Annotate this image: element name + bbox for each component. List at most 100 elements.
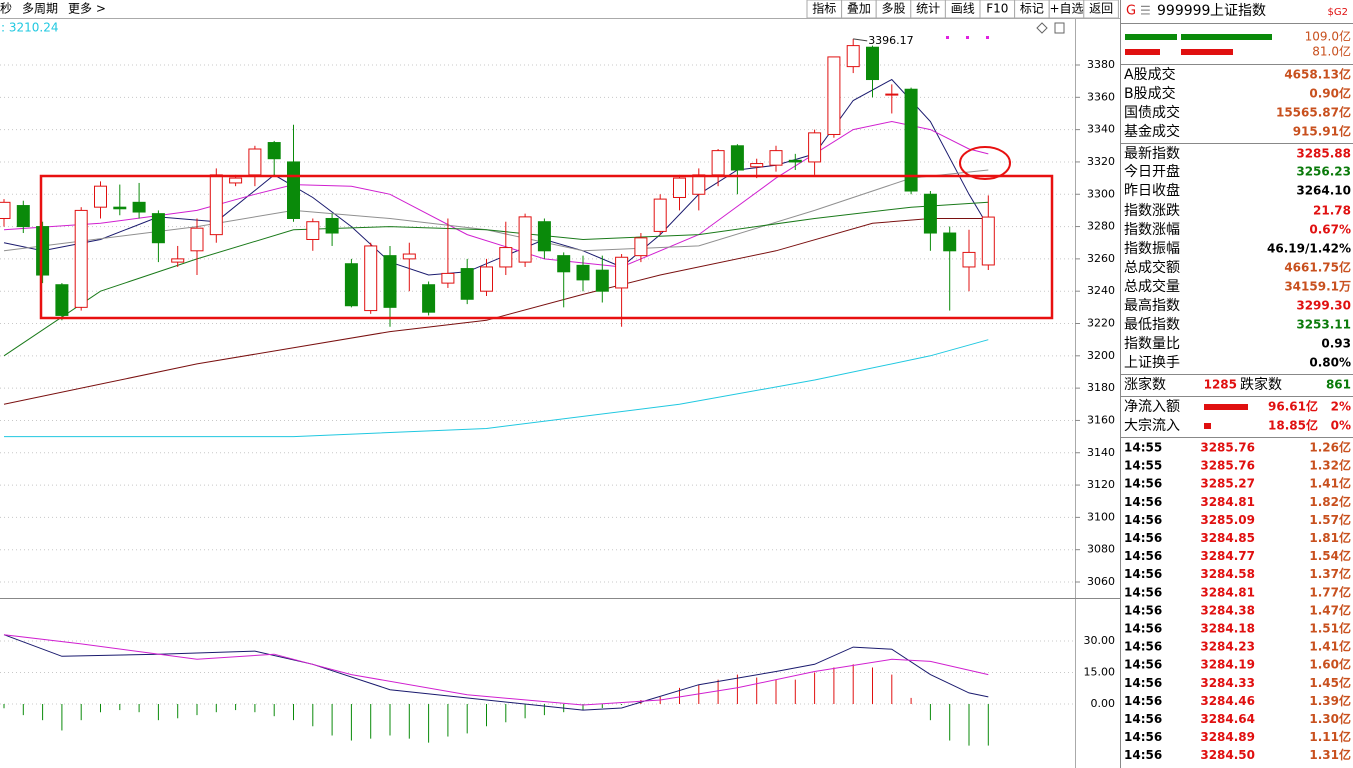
tick-price: 3284.64 (1200, 712, 1255, 726)
toolbar-button[interactable] (1083, 0, 1119, 19)
stat-label: A股成交 (1124, 66, 1176, 83)
candle-body (55, 284, 69, 316)
candle-body (74, 209, 88, 308)
tick-time: 14:56 (1124, 549, 1162, 563)
price-tick-label: 3260 (1087, 252, 1115, 265)
candle-body (827, 56, 841, 135)
menu-item[interactable]: 更多 > (68, 2, 106, 16)
tick-volume: 1.26亿 (1309, 440, 1351, 455)
tick-price: 3285.76 (1200, 441, 1255, 455)
toolbar-label[interactable]: 多股 (881, 2, 905, 16)
tick-price: 3284.46 (1200, 694, 1255, 708)
stat-value: 3299.30 (1296, 299, 1351, 313)
tick-price: 3284.50 (1200, 748, 1255, 762)
ma-line (3, 169, 989, 252)
tick-volume: 1.32亿 (1309, 458, 1351, 473)
icon-window[interactable] (1054, 22, 1065, 34)
bar-value: 81.0亿 (1312, 44, 1351, 59)
tick-volume: 1.11亿 (1309, 729, 1351, 744)
bar-green (1125, 34, 1177, 40)
price-tick-label: 3180 (1087, 381, 1115, 394)
tick-volume: 1.41亿 (1309, 476, 1351, 491)
candle-body (981, 216, 995, 266)
stat-value: 3264.10 (1296, 184, 1351, 198)
price-tick-label: 3360 (1087, 90, 1115, 103)
candle-body (653, 198, 667, 232)
tick-time: 14:56 (1124, 495, 1162, 509)
candle-body (557, 255, 571, 273)
menu-item[interactable]: 秒 (0, 2, 12, 16)
price-tick-label: 3200 (1087, 349, 1115, 362)
flow-label: 大宗流入 (1124, 418, 1180, 434)
bar-red (1181, 49, 1233, 55)
tick-volume: 1.82亿 (1309, 494, 1351, 509)
candle-body (383, 255, 397, 308)
menu-item[interactable]: 多周期 (22, 2, 58, 16)
price-tick-label: 3340 (1087, 123, 1115, 136)
ma-line (4, 339, 989, 438)
stat-label: 最低指数 (1124, 317, 1180, 333)
candle-body (151, 213, 165, 244)
tick-price: 3284.81 (1200, 495, 1255, 509)
tick-price: 3284.23 (1200, 640, 1255, 654)
tick-time: 14:55 (1124, 441, 1162, 455)
high-label: 3396.17 (868, 34, 914, 47)
toolbar-label[interactable]: 标记 (1020, 2, 1044, 16)
bar-green (1181, 34, 1272, 40)
candle-body (904, 88, 918, 192)
tick-price: 3285.09 (1200, 513, 1255, 527)
price-tick-label: 3060 (1087, 575, 1115, 588)
candle-body (808, 132, 822, 163)
candle-body (576, 264, 590, 281)
price-tick-label: 3100 (1087, 510, 1115, 523)
tick-volume: 1.81亿 (1309, 530, 1351, 545)
stat-value: 3256.23 (1296, 165, 1351, 179)
candle-body (306, 221, 320, 240)
tick-time: 14:56 (1124, 585, 1162, 599)
candle-body (595, 269, 609, 292)
toolbar-label[interactable]: 统计 (916, 2, 940, 16)
tick-price: 3285.76 (1200, 459, 1255, 473)
stat-value: 0.80% (1309, 356, 1351, 370)
stat-value: 21.78 (1313, 204, 1351, 218)
dot (966, 36, 969, 39)
tick-volume: 1.51亿 (1309, 621, 1351, 636)
toolbar-label[interactable]: 返回 (1089, 2, 1113, 16)
menu-icon: ☰ (1140, 4, 1151, 18)
toolbar-label[interactable]: 画线 (951, 2, 975, 16)
stat-label: 国债成交 (1124, 104, 1180, 121)
candle-body (190, 227, 204, 252)
candle-body (788, 159, 802, 163)
tick-volume: 1.45亿 (1309, 675, 1351, 690)
stat-label: 总成交额 (1124, 259, 1180, 276)
tick-price: 3284.33 (1200, 676, 1255, 690)
tick-price: 3284.81 (1200, 585, 1255, 599)
flow-pct: 2% (1331, 400, 1351, 414)
price-tick-label: 3320 (1087, 155, 1115, 168)
toolbar-label[interactable]: 指标 (812, 1, 836, 16)
toolbar-label[interactable]: +自选 (1049, 2, 1083, 16)
toolbar-label[interactable]: F10 (986, 2, 1008, 16)
candle-body (673, 177, 686, 198)
stat-value: 4658.13亿 (1284, 67, 1351, 82)
candle-body (480, 266, 493, 292)
icon-diamond[interactable] (1036, 22, 1048, 34)
tick-time: 14:56 (1124, 694, 1162, 708)
tick-volume: 1.54亿 (1309, 548, 1351, 563)
candle-body (962, 251, 976, 268)
candle-body (36, 226, 50, 276)
candle-body (402, 253, 416, 260)
price-tick-label: 3220 (1087, 317, 1115, 330)
down-label: 跌家数 (1240, 376, 1282, 393)
toolbar-label[interactable]: 叠加 (847, 2, 871, 16)
stat-value: 0.90亿 (1309, 86, 1351, 101)
tick-time: 14:56 (1124, 640, 1162, 654)
stat-label: 指数涨跌 (1124, 203, 1180, 219)
macd-dif (3, 634, 989, 711)
stat-label: 最新指数 (1124, 146, 1180, 162)
candle-body (750, 163, 764, 168)
tag: $G2 (1328, 7, 1348, 18)
candle-body (113, 206, 127, 210)
tick-price: 3284.85 (1200, 531, 1255, 545)
